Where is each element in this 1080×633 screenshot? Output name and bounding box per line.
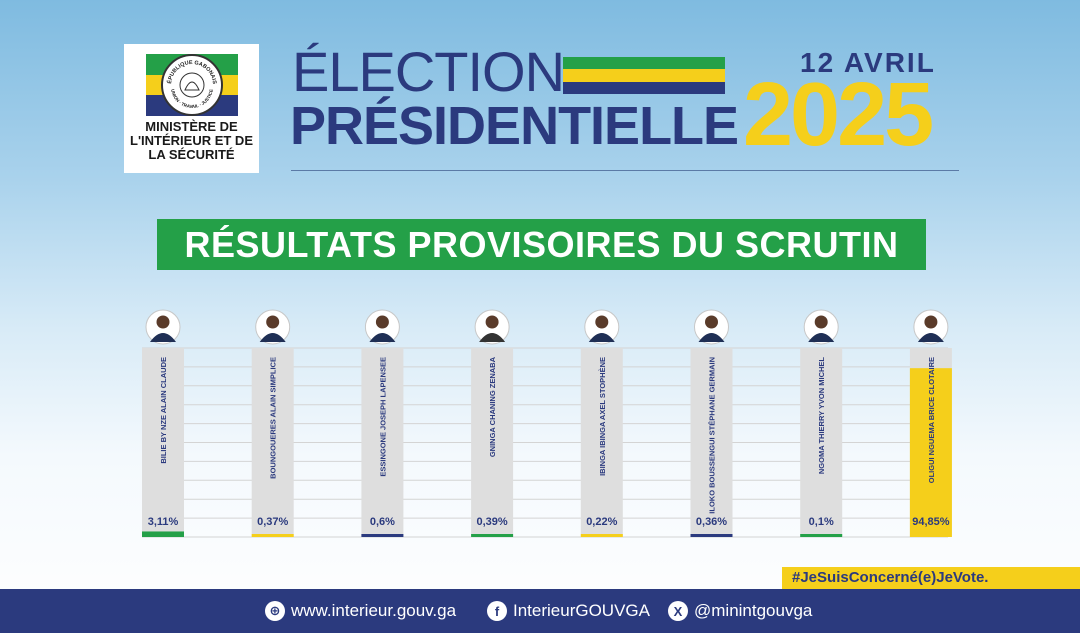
avatar-head xyxy=(814,315,828,329)
seal-text-bottom: UNION · TRAVAIL · JUSTICE xyxy=(170,89,214,109)
election-year: 2025 xyxy=(743,65,934,165)
candidate-name: BOUNGOUERES ALAIN SIMPLICE xyxy=(269,357,278,479)
bar xyxy=(142,531,184,537)
x-text: @minintgouvga xyxy=(694,601,813,620)
facebook-link[interactable]: f InterieurGOUVGA xyxy=(487,589,650,633)
svg-text:RÉPUBLIQUE GABONAISE: RÉPUBLIQUE GABONAISE xyxy=(163,56,217,85)
gabon-flag-title xyxy=(563,57,725,94)
avatar-shoulders xyxy=(808,333,835,342)
candidate-name: OLIGUI NGUEMA BRICE CLOTAIRE xyxy=(927,357,936,483)
candidate-name: GNINGA CHANING ZENABA xyxy=(488,356,497,457)
value-label: 0,37% xyxy=(257,516,288,528)
title-divider xyxy=(291,170,959,171)
avatar-shoulders xyxy=(479,333,506,342)
avatar-shoulders xyxy=(259,333,286,342)
bar-track xyxy=(251,348,294,537)
ministry-line-1: MINISTÈRE DE xyxy=(145,119,238,134)
x-link[interactable]: X @minintgouvga xyxy=(668,589,812,633)
footer-bar: ⊕ www.interieur.gouv.ga f InterieurGOUVG… xyxy=(0,589,1080,633)
value-label: 3,11% xyxy=(148,516,179,528)
bar xyxy=(251,534,294,537)
candidate-name: NGOMA THIERRY YVON MICHEL xyxy=(817,357,826,475)
bar-track xyxy=(361,348,404,537)
x-icon: X xyxy=(668,601,688,621)
globe-icon: ⊕ xyxy=(265,601,285,621)
avatar-head xyxy=(924,315,938,329)
bar xyxy=(361,534,404,537)
ministry-line-2: L'INTÉRIEUR ET DE xyxy=(130,133,253,148)
avatar-head xyxy=(595,315,609,329)
candidate-name: IBINGA IBINGA AXEL STOPHÈNE xyxy=(598,357,607,476)
avatar-shoulders xyxy=(917,333,944,342)
ministry-logo: RÉPUBLIQUE GABONAISE UNION · TRAVAIL · J… xyxy=(124,44,259,173)
election-date: 12 AVRIL xyxy=(800,47,936,78)
avatar-head xyxy=(266,315,280,329)
value-label: 0,22% xyxy=(586,516,617,528)
avatar-head xyxy=(375,315,389,329)
facebook-text: InterieurGOUVGA xyxy=(513,601,650,620)
value-label: 0,6% xyxy=(370,516,395,528)
website-link[interactable]: ⊕ www.interieur.gouv.ga xyxy=(265,589,456,633)
facebook-icon: f xyxy=(487,601,507,621)
bar-track xyxy=(471,348,514,537)
seal-text-top: RÉPUBLIQUE GABONAISE xyxy=(161,52,217,85)
title-election: ÉLECTION xyxy=(292,40,565,103)
results-chart: BILIE BY NZE ALAIN CLAUDE 3,11% BOUNGOUERE… xyxy=(142,309,952,538)
bar xyxy=(580,534,623,537)
bar xyxy=(909,368,952,537)
title-presidentielle: PRÉSIDENTIELLE xyxy=(290,96,739,156)
candidate-name: BILIE BY NZE ALAIN CLAUDE xyxy=(159,357,168,464)
avatar-head xyxy=(705,315,718,329)
avatar-shoulders xyxy=(369,333,396,342)
bar xyxy=(690,534,733,537)
svg-text:UNION · TRAVAIL · JUSTICE: UNION · TRAVAIL · JUSTICE xyxy=(170,89,214,109)
value-label: 0,39% xyxy=(476,516,507,528)
bar xyxy=(800,534,843,537)
hashtag: #JeSuisConcerné(e)JeVote. xyxy=(782,567,1080,589)
avatar-shoulders xyxy=(588,333,615,342)
bar-track xyxy=(690,348,733,537)
value-label: 0,1% xyxy=(809,516,834,528)
bar-track xyxy=(800,348,843,537)
candidate-name: ILOKO BOUSSENGUI STÉPHANE GERMAIN xyxy=(708,357,717,514)
seal-emblem: RÉPUBLIQUE GABONAISE UNION · TRAVAIL · J… xyxy=(161,52,223,116)
avatar-shoulders xyxy=(698,333,725,342)
bar-track xyxy=(142,348,184,537)
value-label: 94,85% xyxy=(912,516,950,528)
avatar-head xyxy=(485,315,499,329)
ministry-line-3: LA SÉCURITÉ xyxy=(148,147,235,162)
results-banner: RÉSULTATS PROVISOIRES DU SCRUTIN xyxy=(157,219,926,270)
bar-track xyxy=(580,348,623,537)
website-text: www.interieur.gouv.ga xyxy=(291,601,457,620)
candidate-name: ESSINGONE JOSEPH LAPENSEE xyxy=(378,357,387,477)
bar xyxy=(471,534,514,537)
value-label: 0,36% xyxy=(696,516,727,528)
ministry-name: MINISTÈRE DE L'INTÉRIEUR ET DE LA SÉCURI… xyxy=(124,120,259,162)
avatar-shoulders xyxy=(150,333,176,342)
avatar-head xyxy=(156,315,170,329)
